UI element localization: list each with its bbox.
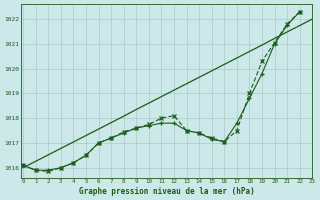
X-axis label: Graphe pression niveau de la mer (hPa): Graphe pression niveau de la mer (hPa) [79,187,254,196]
